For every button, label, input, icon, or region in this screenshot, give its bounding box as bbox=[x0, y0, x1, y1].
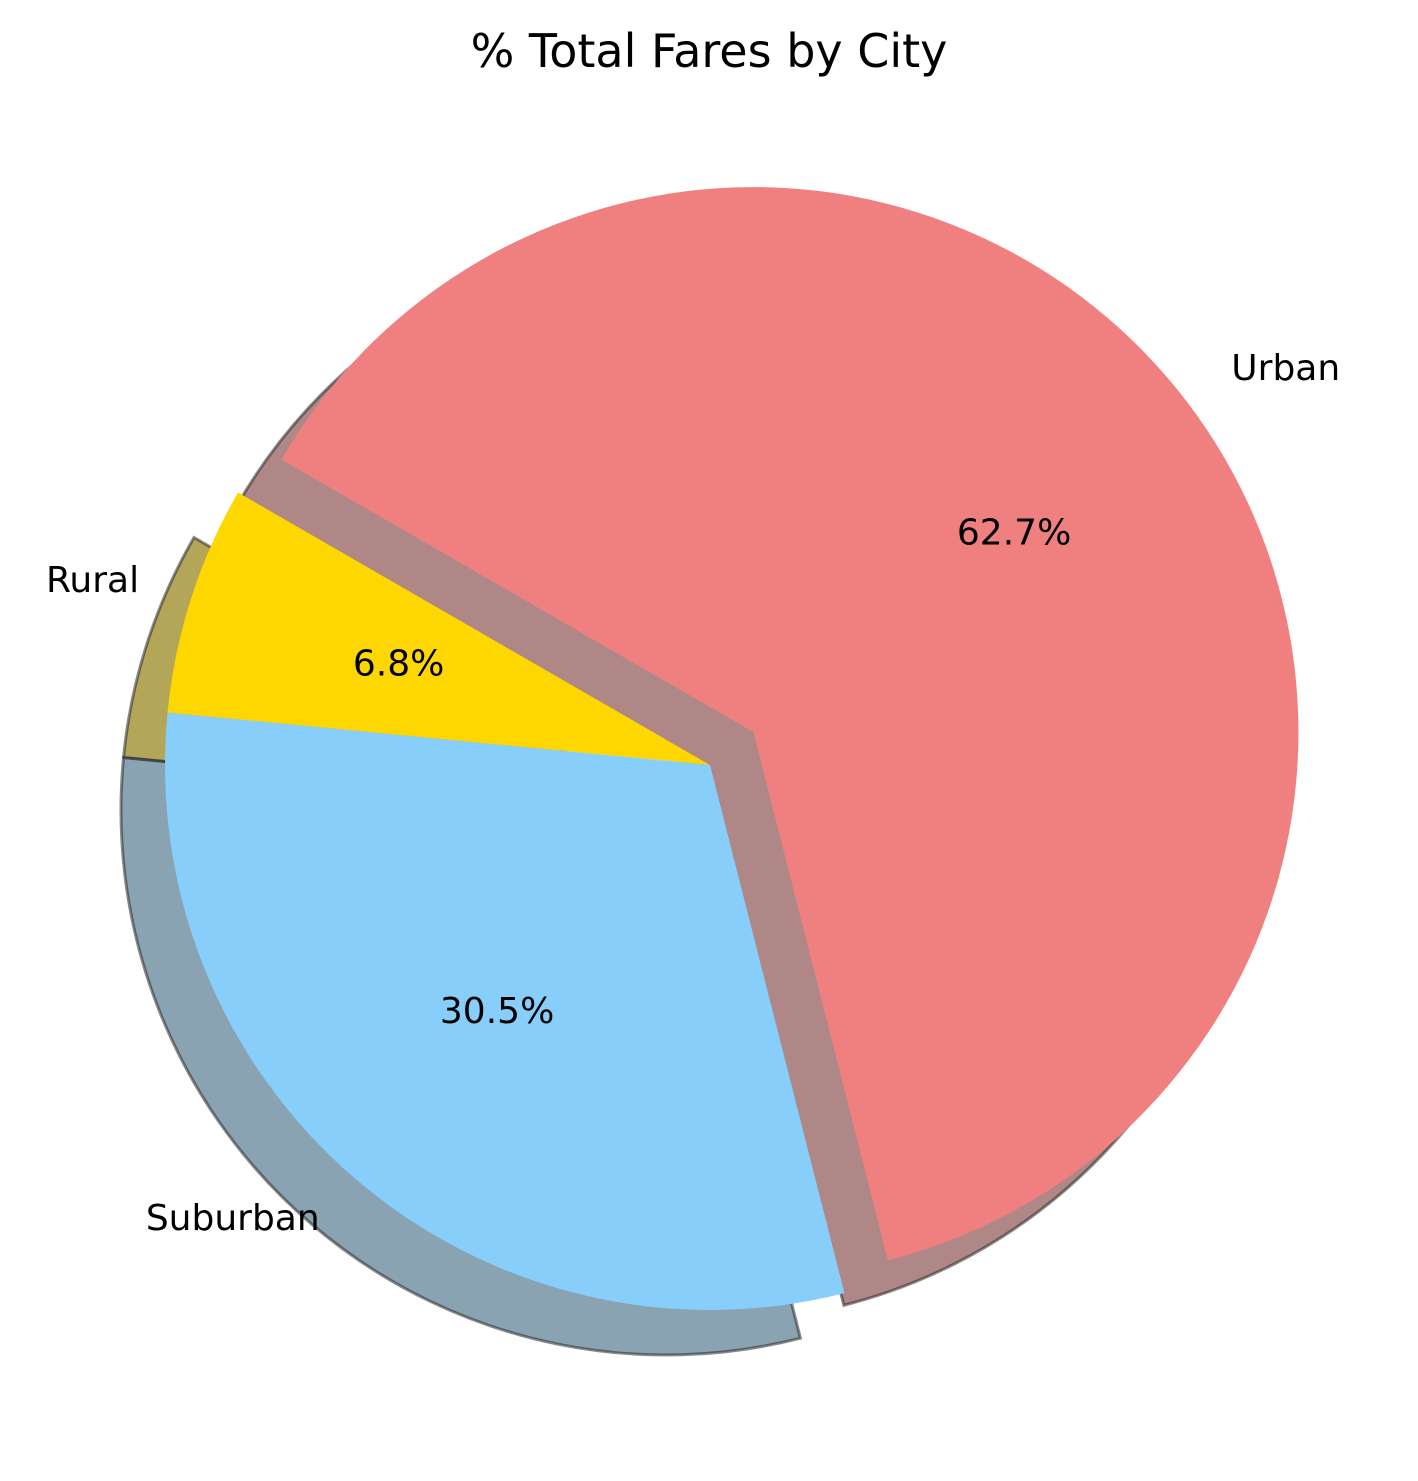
label-rural: Rural bbox=[46, 560, 139, 601]
pct-label-rural: 6.8% bbox=[353, 643, 444, 684]
slice-rural bbox=[167, 492, 710, 765]
pie-label-layer: Rural 6.8% Suburban 30.5% Urban 62.7% bbox=[46, 348, 1340, 1239]
slice-suburban bbox=[165, 712, 845, 1310]
chart-title: % Total Fares by City bbox=[470, 24, 948, 78]
pct-label-suburban: 30.5% bbox=[440, 991, 554, 1032]
label-urban: Urban bbox=[1231, 348, 1340, 389]
slice-urban bbox=[281, 187, 1299, 1261]
pie-slice-layer bbox=[165, 187, 1299, 1310]
label-suburban: Suburban bbox=[146, 1198, 320, 1239]
pct-label-urban: 62.7% bbox=[957, 513, 1071, 554]
